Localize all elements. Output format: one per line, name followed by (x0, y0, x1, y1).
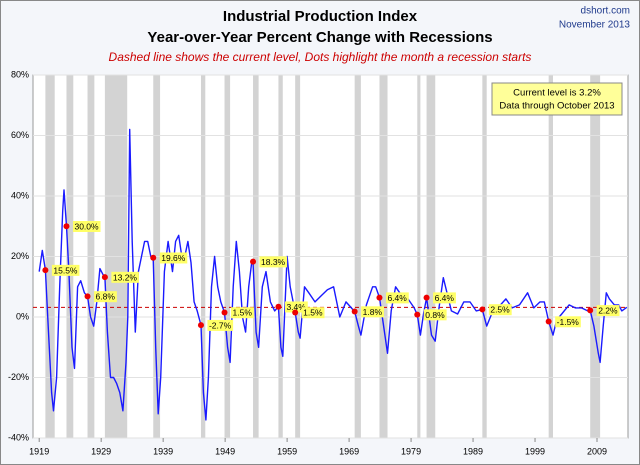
recession-label: 3.4% (286, 302, 306, 312)
y-tick-label: 40% (11, 190, 29, 200)
chart-subtitle: Year-over-Year Percent Change with Reces… (147, 29, 492, 46)
recession-label: -2.7% (209, 320, 232, 330)
label-bg (596, 305, 620, 317)
recession-label: 30.0% (74, 222, 99, 232)
recession-label: 6.8% (96, 292, 116, 302)
label-bg (94, 291, 117, 303)
recession-label: 1.8% (363, 307, 383, 317)
recession-dot (84, 293, 91, 300)
label-bg (284, 301, 308, 313)
x-tick-label: 1919 (29, 446, 49, 456)
recession-dot (42, 267, 49, 274)
info-box (491, 82, 623, 116)
label-bg (555, 316, 581, 328)
recession-dot (101, 274, 108, 281)
recession-label: 6.4% (387, 293, 407, 303)
recession-label: 2.5% (490, 305, 510, 315)
label-bg (51, 264, 80, 276)
label-bg (488, 304, 512, 316)
recession-dot (479, 306, 486, 313)
label-bg (111, 271, 139, 283)
x-tick-label: 1949 (215, 446, 235, 456)
plot-layer: 15.5%30.0%6.8%13.2%19.6%-2.7%1.5%18.3%3.… (33, 74, 628, 439)
y-tick-label: -40% (8, 432, 29, 442)
recession-dot (275, 303, 282, 310)
recession-label: -1.5% (557, 317, 580, 327)
x-tick-label: 1999 (525, 446, 545, 456)
y-tick-label: 80% (11, 69, 29, 79)
label-bg (207, 319, 234, 331)
label-bg (259, 256, 288, 268)
recession-dot (351, 308, 358, 315)
x-tick-label: 1939 (153, 446, 173, 456)
chart-title: Industrial Production Index (223, 8, 418, 25)
recession-label: 1.5% (233, 308, 253, 318)
x-tick-label: 1979 (401, 446, 421, 456)
recession-label: 13.2% (113, 272, 138, 282)
x-tick-label: 1959 (277, 446, 297, 456)
recession-dot (423, 294, 430, 301)
recession-label: 18.3% (261, 257, 286, 267)
recession-dot (376, 294, 383, 301)
recession-label: 2.2% (598, 306, 618, 316)
recession-dot (250, 258, 257, 265)
label-bg (423, 309, 447, 321)
recession-label: 0.8% (425, 310, 445, 320)
recession-label: 15.5% (53, 265, 78, 275)
recession-dot (587, 307, 594, 314)
info-line: Current level is 3.2% (513, 88, 601, 99)
data-line (38, 128, 628, 421)
y-tick-label: 0% (16, 311, 29, 321)
info-line: Data through October 2013 (499, 101, 614, 112)
recession-dot (292, 309, 299, 316)
recession-label: 19.6% (161, 253, 186, 263)
recession-dot (545, 318, 552, 325)
y-tick-label: 20% (11, 251, 29, 261)
label-bg (385, 292, 409, 304)
source: dshort.com (581, 6, 630, 17)
recession-dot (221, 309, 228, 316)
x-tick-label: 2009 (587, 446, 607, 456)
x-tick-label: 1929 (91, 446, 111, 456)
label-bg (361, 306, 384, 318)
recession-label: 6.4% (435, 293, 455, 303)
recession-dot (414, 311, 421, 318)
recession-dot (197, 322, 204, 329)
label-bg (301, 307, 325, 319)
y-tick-label: 60% (11, 130, 29, 140)
label-bg (159, 252, 188, 264)
recession-dot (150, 254, 157, 261)
recession-dot (63, 223, 70, 230)
date: November 2013 (559, 20, 631, 31)
label-bg (433, 292, 456, 304)
x-tick-label: 1969 (339, 446, 359, 456)
x-tick-label: 1989 (463, 446, 483, 456)
label-bg (72, 221, 101, 232)
y-tick-label: -20% (8, 372, 29, 382)
label-bg (231, 307, 254, 319)
chart-note: Dashed line shows the current level, Dot… (109, 50, 532, 64)
recession-label: 1.5% (303, 308, 323, 318)
